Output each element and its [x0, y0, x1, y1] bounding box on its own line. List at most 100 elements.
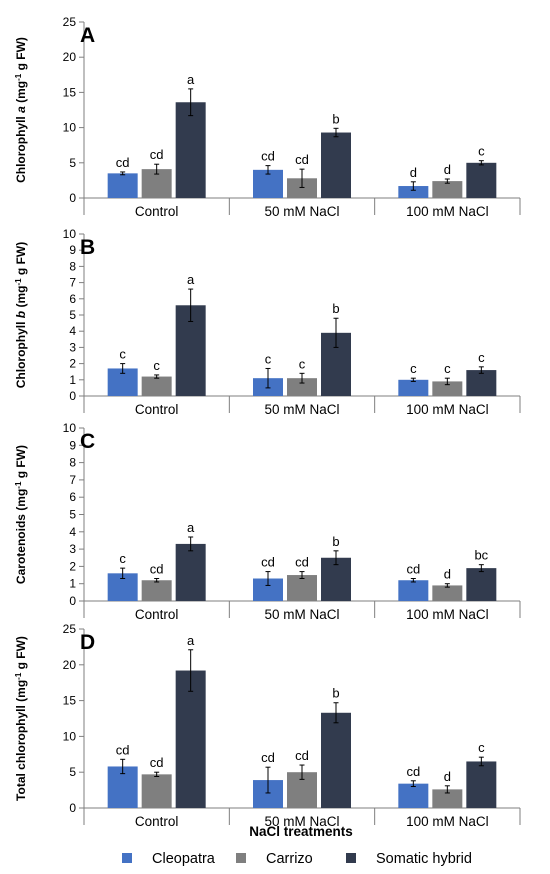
y-axis-label-part: g FW) — [14, 445, 28, 482]
panel-letter: D — [80, 631, 95, 654]
y-axis-label-part: -1 — [14, 481, 23, 489]
bar-somatic-hybrid — [175, 670, 206, 808]
significance-letter: b — [332, 686, 339, 701]
bar-carrizo — [141, 580, 172, 601]
significance-letter: c — [410, 361, 417, 376]
x-category-label: Control — [135, 402, 179, 417]
bar-cleopatra — [398, 186, 429, 198]
significance-letter: c — [478, 740, 485, 755]
y-tick-label: 1 — [69, 373, 76, 387]
bar-carrizo — [141, 774, 172, 808]
y-axis-label-part: g FW) — [14, 636, 28, 673]
y-axis-label-part: -1 — [14, 73, 23, 81]
x-category-label: Control — [135, 814, 179, 829]
significance-letter: cd — [295, 555, 309, 570]
panel-a: 0 5 10 15 20 25 Control 50 mM NaCl 100 mM NaCl cd… — [14, 15, 521, 219]
legend: Cleopatra Carrizo Somatic hybrid — [122, 851, 472, 867]
y-axis-label-part: Total chlorophyll (mg — [14, 680, 28, 801]
y-tick-label: 10 — [63, 421, 77, 435]
significance-letter: cd — [116, 742, 130, 757]
bar-carrizo — [432, 381, 463, 396]
significance-letter: d — [444, 567, 451, 582]
bar-carrizo — [432, 789, 463, 808]
y-tick-label: 25 — [63, 622, 77, 636]
bar-cleopatra — [253, 578, 283, 601]
y-tick-label: 2 — [69, 559, 76, 573]
y-tick-label: 10 — [63, 729, 77, 743]
bar-somatic-hybrid — [321, 132, 351, 198]
legend-swatch-carrizo — [236, 853, 246, 863]
significance-letter: cd — [150, 562, 164, 577]
significance-letter: cd — [295, 152, 309, 167]
legend-label: Cleopatra — [152, 851, 216, 867]
y-tick-label: 20 — [63, 658, 77, 672]
y-tick-label: 15 — [63, 85, 77, 99]
y-axis-label: Total chlorophyll (mg-1 g FW) — [14, 636, 29, 801]
y-tick-label: 5 — [69, 308, 76, 322]
significance-letter: c — [478, 350, 485, 365]
y-tick-label: 7 — [69, 473, 76, 487]
bar-somatic-hybrid — [466, 162, 497, 198]
y-tick-label: 25 — [63, 15, 77, 29]
significance-letter: c — [444, 361, 451, 376]
x-category-label: 100 mM NaCl — [406, 814, 489, 829]
y-tick-label: 7 — [69, 276, 76, 290]
y-tick-label: 0 — [69, 594, 76, 608]
y-tick-label: 8 — [69, 456, 76, 470]
y-tick-label: 1 — [69, 577, 76, 591]
x-category-label: Control — [135, 607, 179, 622]
x-category-label: 50 mM NaCl — [264, 204, 339, 219]
bar-carrizo — [287, 378, 317, 396]
x-category-label: Control — [135, 204, 179, 219]
y-tick-label: 15 — [63, 694, 77, 708]
bar-cleopatra — [398, 580, 429, 601]
panel-b: 0 1 2 3 4 5 6 7 8 9 10 Control 50 mM NaCl 100 mM NaCl… — [14, 227, 521, 417]
significance-letter: bc — [474, 548, 488, 563]
bar-carrizo — [287, 178, 317, 198]
panel-letter: A — [80, 24, 95, 47]
significance-letter: cd — [295, 748, 309, 763]
y-tick-label: 20 — [63, 50, 77, 64]
y-axis-label-part: (mg — [14, 286, 28, 311]
y-tick-label: 6 — [69, 292, 76, 306]
y-tick-label: 5 — [69, 156, 76, 170]
x-category-label: 50 mM NaCl — [264, 402, 339, 417]
significance-letter: a — [187, 633, 195, 648]
x-axis-title: NaCl treatments — [249, 824, 353, 839]
significance-letter: cd — [261, 555, 275, 570]
y-axis-label-part: -1 — [14, 672, 23, 680]
panel-letter: C — [80, 430, 95, 453]
bar-somatic-hybrid — [321, 712, 351, 808]
significance-letter: b — [332, 301, 339, 316]
significance-letter: c — [119, 347, 126, 362]
significance-letter: cd — [116, 155, 130, 170]
bar-somatic-hybrid — [466, 568, 497, 601]
significance-letter: d — [444, 162, 451, 177]
significance-letter: a — [187, 520, 195, 535]
panel-c: 0 1 2 3 4 5 6 7 8 9 10 Control 50 mM NaCl 100 mM NaCl… — [14, 421, 521, 622]
legend-swatch-somatic-hybrid — [346, 853, 356, 863]
significance-letter: a — [187, 72, 195, 87]
y-tick-label: 10 — [63, 121, 77, 135]
bar-cleopatra — [398, 783, 429, 808]
significance-letter: cd — [150, 147, 164, 162]
y-axis-label-part: g FW) — [14, 242, 28, 279]
legend-swatch-cleopatra — [122, 853, 132, 863]
y-tick-label: 0 — [69, 801, 76, 815]
significance-letter: c — [153, 358, 160, 373]
y-tick-label: 3 — [69, 340, 76, 354]
y-axis-label-part: b — [14, 311, 28, 318]
y-tick-label: 0 — [69, 191, 76, 205]
y-axis-label-part: -1 — [14, 278, 23, 286]
significance-letter: cd — [150, 755, 164, 770]
x-category-label: 100 mM NaCl — [406, 204, 489, 219]
x-category-label: 50 mM NaCl — [264, 607, 339, 622]
panel-letter: B — [80, 236, 95, 259]
x-category-label: 100 mM NaCl — [406, 402, 489, 417]
bar-carrizo — [432, 585, 463, 601]
legend-label: Somatic hybrid — [376, 851, 472, 867]
bar-carrizo — [432, 181, 463, 198]
y-axis-label-part: a — [14, 106, 28, 113]
